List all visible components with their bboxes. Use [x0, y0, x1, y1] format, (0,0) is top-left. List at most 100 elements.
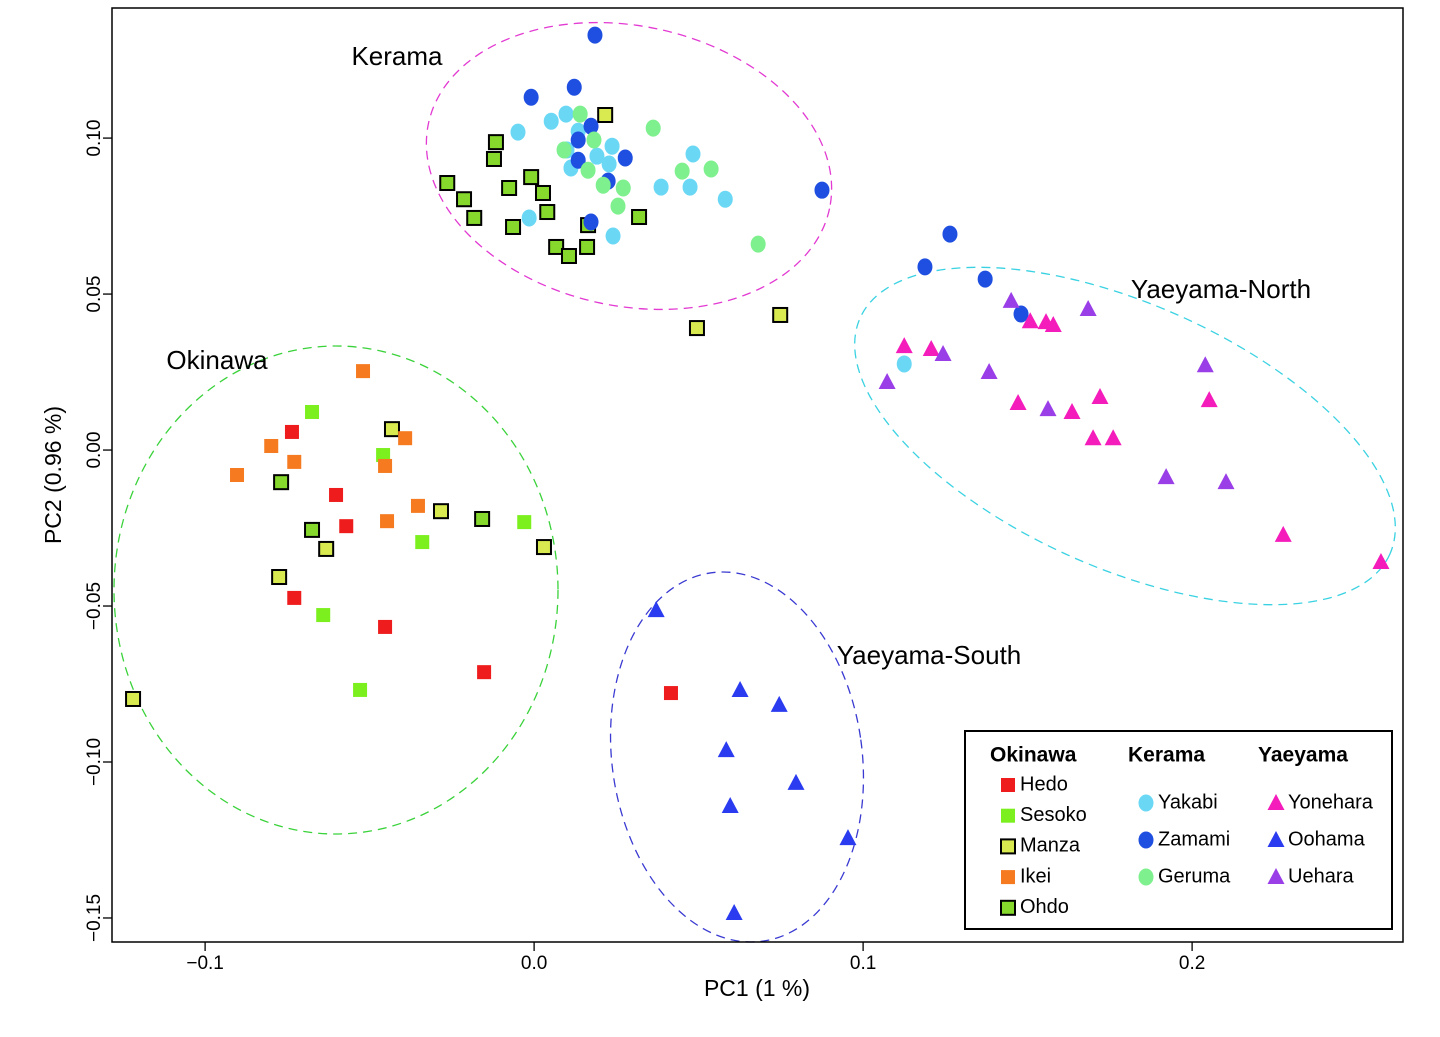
point	[523, 169, 540, 186]
series	[284, 424, 678, 701]
point	[383, 421, 400, 438]
point	[353, 682, 368, 697]
point	[1039, 400, 1057, 417]
y-tick-label: 0.05	[84, 276, 105, 313]
point	[1274, 525, 1292, 542]
point	[1104, 429, 1122, 446]
point	[572, 105, 588, 123]
point	[615, 179, 631, 197]
series	[556, 105, 766, 253]
legend-label: Hedo	[1020, 773, 1068, 795]
legend-symbol	[1267, 794, 1285, 810]
point	[558, 105, 574, 123]
point	[543, 112, 559, 130]
point	[433, 503, 450, 520]
point	[287, 590, 302, 605]
point	[645, 119, 661, 137]
point	[772, 306, 789, 323]
point	[917, 258, 933, 276]
point	[942, 225, 958, 243]
point	[378, 458, 393, 473]
legend-label: Yakabi	[1158, 791, 1218, 813]
point	[271, 569, 288, 586]
point	[731, 680, 749, 697]
point	[605, 227, 621, 245]
point	[717, 190, 733, 208]
point	[896, 355, 912, 373]
point	[1079, 300, 1097, 317]
point	[1021, 312, 1039, 329]
point	[586, 131, 602, 149]
legend-symbol	[1138, 868, 1154, 886]
legend-label: Ikei	[1020, 865, 1051, 887]
point	[922, 339, 940, 356]
legend-label: Ohdo	[1020, 896, 1069, 918]
point	[1063, 402, 1081, 419]
point	[717, 741, 735, 758]
legend-symbol	[1000, 838, 1016, 855]
point	[682, 178, 698, 196]
group-label: Kerama	[351, 41, 443, 71]
point	[595, 176, 611, 194]
yaeyama-south-ellipse	[609, 571, 865, 943]
legend-label: Yonehara	[1288, 791, 1374, 813]
point	[570, 151, 586, 169]
point	[1196, 356, 1214, 373]
point	[273, 474, 290, 491]
point	[305, 404, 320, 419]
point	[601, 155, 617, 173]
point	[721, 796, 739, 813]
point	[556, 141, 572, 159]
point	[304, 521, 321, 538]
point	[539, 204, 556, 221]
point	[380, 514, 395, 529]
point	[688, 320, 705, 337]
legend-symbol	[1001, 870, 1015, 885]
point	[1200, 391, 1218, 408]
point	[597, 107, 614, 124]
point	[474, 510, 491, 527]
point	[617, 149, 633, 167]
y-tick-label: −0.10	[84, 738, 105, 786]
point	[934, 344, 952, 361]
point	[1013, 305, 1029, 323]
point	[318, 540, 335, 557]
point	[356, 364, 371, 379]
point	[1372, 553, 1390, 570]
point	[287, 454, 302, 469]
point	[579, 238, 596, 255]
point	[878, 373, 896, 390]
series	[647, 601, 857, 920]
point	[583, 117, 599, 135]
point	[631, 209, 648, 226]
point	[415, 535, 430, 550]
x-tick-label: 0.2	[1179, 953, 1205, 974]
point	[610, 197, 626, 215]
point	[284, 424, 299, 439]
point	[523, 88, 539, 106]
yaeyama-north-ellipse	[854, 266, 1396, 606]
point	[770, 695, 788, 712]
point	[1217, 473, 1235, 490]
point	[1002, 291, 1020, 308]
point	[814, 181, 830, 199]
x-tick-label: 0.1	[850, 953, 876, 974]
group-label: Yaeyama-North	[1131, 274, 1311, 304]
point	[466, 209, 483, 226]
legend-symbol	[1138, 794, 1154, 812]
point	[535, 539, 552, 556]
point	[566, 78, 582, 96]
legend-symbol	[1001, 808, 1015, 823]
series	[273, 134, 648, 538]
point	[583, 213, 599, 231]
point	[587, 26, 603, 44]
series	[510, 105, 912, 373]
legend-label: Oohama	[1288, 828, 1366, 850]
point	[1091, 388, 1109, 405]
point	[1084, 429, 1102, 446]
point	[534, 184, 551, 201]
point	[316, 608, 331, 623]
point	[510, 123, 526, 141]
point	[548, 238, 565, 255]
